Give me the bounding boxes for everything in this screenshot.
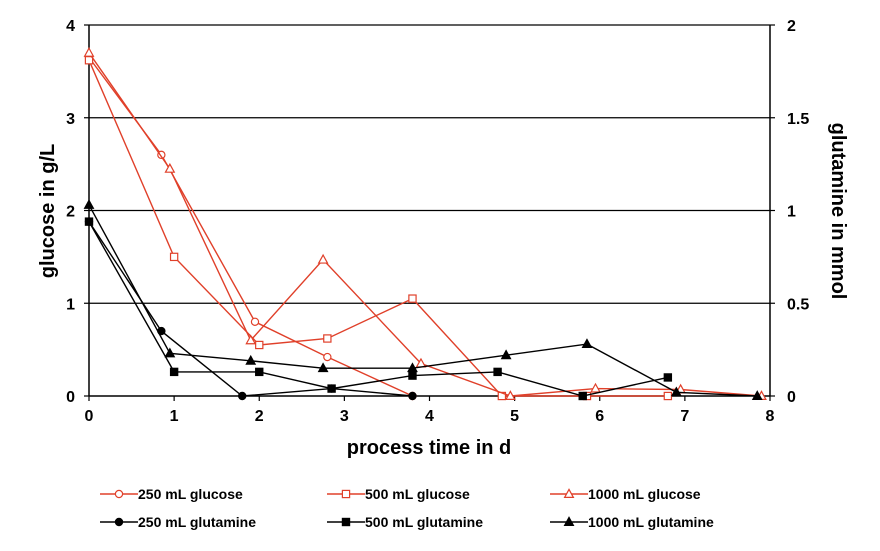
data-point-250-ml-glucose: [323, 352, 332, 362]
legend-entry-1000-ml-glucose: 1000 mL glucose: [550, 486, 701, 502]
x-tick-label: 8: [766, 408, 775, 425]
axes: [84, 24, 775, 401]
series-line-1000-ml-glucose: [88, 52, 762, 397]
y2-axis-title: glutamine in mmol: [827, 123, 849, 300]
data-point-500-ml-glutamine: [255, 367, 264, 377]
series-1000-ml-glucose: [83, 46, 767, 400]
data-point-1000-ml-glutamine: [317, 362, 329, 373]
data-point-1000-ml-glutamine: [581, 338, 593, 349]
x-tick-label: 1: [170, 408, 179, 425]
legend-swatch-marker: [563, 488, 575, 498]
data-point-500-ml-glucose: [255, 340, 264, 350]
y2-tick-label: 0.5: [787, 296, 809, 313]
data-point-1000-ml-glutamine: [83, 199, 95, 209]
data-point-1000-ml-glutamine: [500, 349, 512, 360]
data-point-1000-ml-glutamine: [670, 386, 682, 397]
data-point-500-ml-glutamine: [84, 217, 94, 226]
x-tick-label: 6: [595, 408, 604, 425]
data-point-1000-ml-glucose: [504, 390, 516, 400]
data-point-1000-ml-glutamine: [407, 362, 418, 373]
legend-label: 250 mL glucose: [138, 486, 243, 502]
data-point-250-ml-glutamine: [238, 391, 247, 401]
legend-entry-250-ml-glucose: 250 mL glucose: [100, 486, 243, 502]
series-500-ml-glutamine: [84, 217, 673, 401]
data-point-1000-ml-glucose: [83, 46, 95, 57]
legend-swatch-marker: [341, 489, 351, 499]
legend-entry-500-ml-glucose: 500 mL glucose: [327, 486, 470, 502]
y2-tick-label: 0: [787, 389, 796, 406]
data-point-250-ml-glutamine: [408, 391, 417, 401]
x-axis-title: process time in d: [347, 437, 512, 459]
series-line-500-ml-glutamine: [88, 221, 669, 397]
plot-series: [83, 46, 767, 401]
x-tick-label: 7: [680, 408, 689, 425]
legend: 250 mL glucose 500 mL glucose 1000 mL gluc…: [100, 486, 714, 530]
series-line-500-ml-glucose: [88, 59, 668, 397]
data-point-1000-ml-glucose: [245, 334, 257, 345]
legend-label: 500 mL glucose: [365, 486, 470, 502]
data-point-500-ml-glucose: [408, 294, 417, 303]
data-point-500-ml-glucose: [84, 56, 94, 65]
data-point-1000-ml-glutamine: [164, 347, 176, 358]
y-tick-label: 2: [66, 204, 75, 221]
data-point-500-ml-glucose: [169, 252, 179, 262]
data-point-500-ml-glutamine: [169, 367, 179, 377]
data-point-1000-ml-glucose: [317, 253, 329, 264]
legend-label: 1000 mL glucose: [588, 486, 701, 502]
y-axis-title: glucose in g/L: [37, 144, 59, 278]
series-line-250-ml-glutamine: [88, 221, 413, 397]
series-500-ml-glucose: [84, 56, 673, 401]
x-tick-label: 0: [85, 408, 94, 425]
legend-label: 1000 mL glutamine: [588, 514, 714, 530]
series-1000-ml-glutamine: [83, 199, 763, 400]
data-point-1000-ml-glutamine: [751, 390, 763, 400]
legend-swatch-marker: [341, 517, 351, 527]
y-tick-label: 0: [66, 389, 75, 406]
y-tick-label: 4: [66, 18, 75, 35]
legend-label: 500 mL glutamine: [365, 514, 483, 530]
x-tick-label: 4: [425, 408, 434, 425]
y2-tick-label: 1.5: [787, 111, 809, 128]
y-tick-label: 1: [66, 296, 75, 313]
data-point-1000-ml-glutamine: [245, 354, 257, 365]
data-point-250-ml-glucose: [250, 317, 260, 326]
data-point-500-ml-glutamine: [408, 371, 417, 380]
x-tick-label: 3: [340, 408, 349, 425]
legend-label: 250 mL glutamine: [138, 514, 256, 530]
legend-entry-1000-ml-glutamine: 1000 mL glutamine: [550, 514, 714, 530]
data-point-500-ml-glutamine: [578, 391, 587, 401]
y2-tick-label: 1: [787, 204, 796, 221]
data-point-500-ml-glutamine: [663, 373, 673, 382]
data-point-500-ml-glucose: [323, 334, 332, 343]
data-point-500-ml-glutamine: [327, 384, 336, 393]
legend-entry-500-ml-glutamine: 500 mL glutamine: [327, 514, 483, 530]
grid-lines: [89, 24, 770, 304]
data-point-500-ml-glucose: [663, 391, 673, 401]
x-tick-label: 5: [510, 408, 519, 425]
legend-entry-250-ml-glutamine: 250 mL glutamine: [100, 514, 256, 530]
legend-swatch-marker: [563, 516, 575, 527]
series-line-1000-ml-glutamine: [88, 204, 758, 397]
data-point-1000-ml-glucose: [164, 162, 176, 173]
series-250-ml-glucose: [84, 53, 417, 401]
y2-tick-label: 2: [787, 18, 796, 35]
series-line-250-ml-glucose: [88, 57, 413, 397]
x-tick-label: 2: [255, 408, 264, 425]
data-point-1000-ml-glucose: [590, 382, 601, 393]
legend-swatch-marker: [114, 517, 124, 527]
y-tick-label: 3: [66, 111, 75, 128]
legend-swatch-marker: [114, 489, 124, 499]
data-point-500-ml-glutamine: [493, 367, 502, 377]
